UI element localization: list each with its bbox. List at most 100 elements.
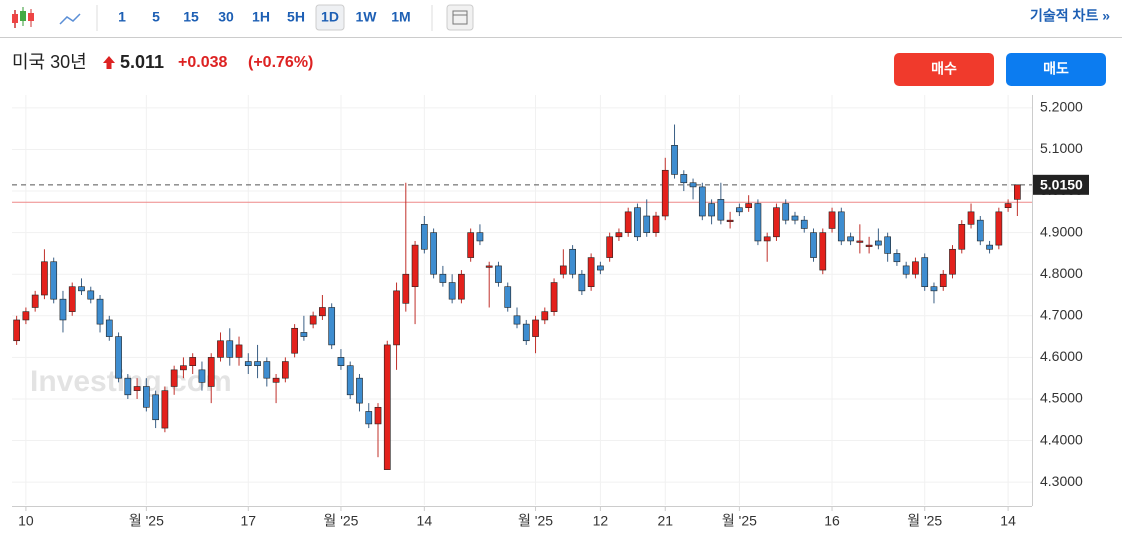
interval-button[interactable]: 1W xyxy=(356,9,378,25)
candle-body xyxy=(939,273,947,287)
x-tick-label: 16 xyxy=(824,513,840,529)
candle-body xyxy=(930,286,938,292)
y-tick-label: 4.4000 xyxy=(1040,431,1083,447)
candle-body xyxy=(689,182,697,188)
candle-body xyxy=(124,377,132,396)
candle-body xyxy=(958,224,966,250)
candle-body xyxy=(198,369,206,383)
candle-body xyxy=(1014,184,1021,200)
line-icon[interactable] xyxy=(59,13,81,25)
y-tick-label: 4.8000 xyxy=(1040,265,1083,281)
interval-button[interactable]: 1 xyxy=(118,9,126,25)
candle-body xyxy=(791,215,799,221)
candle-body xyxy=(513,315,521,325)
candle-body xyxy=(291,327,298,354)
candle-body xyxy=(522,323,530,342)
last-price-tag xyxy=(1033,174,1089,195)
interval-button[interactable]: 15 xyxy=(183,9,199,25)
candle-body xyxy=(967,211,975,225)
candle-body xyxy=(754,203,762,242)
candle-body xyxy=(837,211,845,242)
x-tick-label: 12 xyxy=(593,513,609,529)
y-tick-label: 5.1000 xyxy=(1040,140,1083,156)
interval-button[interactable]: 5 xyxy=(152,9,160,25)
candle-body xyxy=(949,248,956,275)
candle-body xyxy=(41,261,48,296)
candle-body xyxy=(235,344,243,358)
candle-body xyxy=(105,319,113,337)
candle-body xyxy=(13,319,20,342)
candle-body xyxy=(726,219,734,222)
x-tick-label: 21 xyxy=(657,513,673,529)
x-tick-label: 월 '25 xyxy=(518,513,553,529)
x-tick-label: 10 xyxy=(18,513,34,529)
x-tick-label: 14 xyxy=(1000,513,1016,529)
sell-label[interactable]: 매도 xyxy=(1043,61,1069,77)
candle-body xyxy=(986,244,993,250)
candle-body xyxy=(1004,203,1012,208)
x-tick-label: 월 '25 xyxy=(323,513,358,529)
candle-body xyxy=(606,236,614,258)
candle-body xyxy=(569,248,576,275)
candle-body xyxy=(411,244,419,287)
candle-body xyxy=(893,253,901,263)
candle-body xyxy=(263,361,271,379)
candle-body xyxy=(226,340,234,358)
candle-body xyxy=(541,311,549,321)
candle-body xyxy=(745,203,753,208)
instrument-name: 미국 30년 xyxy=(12,52,87,72)
candle-body xyxy=(133,386,141,391)
candle-body xyxy=(717,199,725,221)
technical-chart-link[interactable]: 기술적 차트 » xyxy=(1030,8,1110,24)
candle-body xyxy=(87,290,95,300)
candle-body xyxy=(698,186,706,217)
candle-body xyxy=(634,207,641,238)
interval-button[interactable]: 1M xyxy=(391,9,410,25)
candle-body xyxy=(448,282,456,300)
candle-body xyxy=(559,265,567,275)
candle-body xyxy=(356,377,363,404)
candle-icon[interactable] xyxy=(12,7,34,28)
x-tick-label: 월 '25 xyxy=(129,513,164,529)
interval-button[interactable]: 5H xyxy=(287,9,305,25)
x-tick-label: 월 '25 xyxy=(907,513,942,529)
candle-body xyxy=(578,273,586,292)
candle-body xyxy=(624,211,632,233)
layout-icon[interactable] xyxy=(446,4,474,31)
candle-body xyxy=(337,357,345,366)
sell-button[interactable] xyxy=(1006,53,1106,86)
price: 5.011 xyxy=(120,52,164,72)
candle-body xyxy=(921,257,929,287)
candle-body xyxy=(152,394,159,421)
candle-body xyxy=(143,386,150,408)
interval-button[interactable]: 30 xyxy=(218,9,234,25)
buy-label[interactable]: 매수 xyxy=(931,61,957,77)
candle-body xyxy=(643,215,651,233)
candle-body xyxy=(115,336,122,379)
interval-button[interactable]: 1D xyxy=(321,9,339,25)
candle-body xyxy=(847,236,854,242)
candle-body xyxy=(300,332,308,337)
candle-body xyxy=(161,390,169,429)
candle-body xyxy=(800,219,808,229)
candle-body xyxy=(550,282,558,312)
candle-body xyxy=(402,273,410,304)
candle-body xyxy=(504,286,512,308)
candle-body xyxy=(96,298,104,325)
y-tick-label: 4.6000 xyxy=(1040,348,1083,364)
candle-body xyxy=(763,236,771,242)
candle-body xyxy=(68,286,76,312)
candle-body xyxy=(383,344,391,470)
candle-body xyxy=(884,236,892,254)
candle-body xyxy=(439,273,447,283)
interval-button[interactable]: 1H xyxy=(252,9,270,25)
buy-button[interactable] xyxy=(894,53,994,86)
candle-body xyxy=(217,340,224,358)
y-tick-label: 5.2000 xyxy=(1040,99,1083,115)
candle-body xyxy=(615,232,623,238)
x-tick-label: 14 xyxy=(417,513,433,529)
candle-body xyxy=(309,315,317,325)
candle-body xyxy=(810,232,817,258)
candle-body xyxy=(597,265,604,271)
last-price-label: 5.0150 xyxy=(1040,177,1083,193)
